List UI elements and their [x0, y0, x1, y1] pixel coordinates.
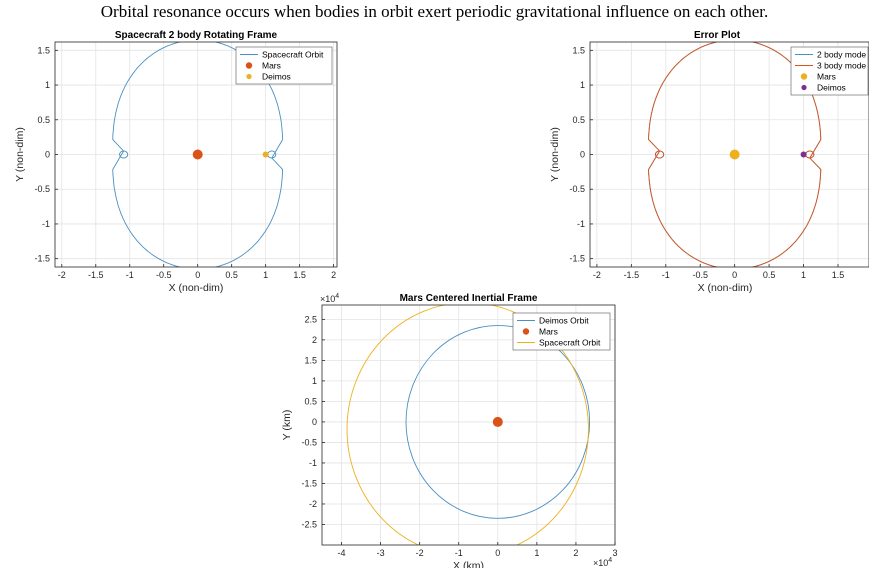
y-axis-label: Y (non-dim) — [14, 127, 26, 182]
series-marker-4 — [800, 151, 807, 158]
x-tick-label: -4 — [338, 548, 346, 558]
x-axis-label: X (non-dim) — [169, 282, 224, 294]
y-tick-label: 1 — [45, 80, 50, 90]
series-line-2 — [648, 42, 822, 267]
y-tick-label: -2 — [309, 499, 317, 509]
legend-label: 3 body mode — [817, 61, 866, 71]
x-tick-label: 2 — [331, 270, 336, 280]
axes-box — [321, 304, 616, 546]
legend-label: Mars — [817, 72, 836, 82]
x-tick-label: -0.5 — [692, 270, 708, 280]
y-tick-label: -1 — [309, 458, 317, 468]
y-exponent-label: ×104 — [320, 293, 339, 304]
x-tick-label: 3 — [612, 548, 617, 558]
legend-marker — [246, 73, 252, 80]
series-circle-1 — [405, 325, 591, 519]
series-marker-3 — [729, 149, 740, 160]
x-tick-label: 0 — [195, 270, 200, 280]
series-circle-3 — [346, 305, 589, 545]
series-line-1 — [112, 42, 284, 267]
y-tick-label: -0.5 — [569, 184, 585, 194]
legend-marker — [245, 62, 253, 69]
y-tick-label: 1 — [580, 80, 585, 90]
chart-title: Mars Centered Inertial Frame — [400, 293, 538, 304]
x-exponent-label: ×104 — [593, 557, 612, 568]
y-tick-label: 1 — [312, 376, 317, 386]
y-tick-label: 0.5 — [37, 115, 50, 125]
legend-label: Deimos — [817, 83, 846, 93]
legend-label: Deimos — [262, 72, 291, 82]
y-tick-label: 0 — [312, 417, 317, 427]
x-tick-label: -1.5 — [624, 270, 640, 280]
chart-1: -2 -1.5 -1 -0.5 0 0.5 1 1.5 2 -1.5 -1 -0.5 0 0.5 1 1.5 X… — [14, 30, 338, 294]
x-tick-label: -2 — [593, 270, 601, 280]
y-tick-label: -1 — [42, 219, 50, 229]
y-tick-label: 2 — [312, 335, 317, 345]
x-tick-label: 0.5 — [763, 270, 776, 280]
y-tick-label: -1 — [577, 219, 585, 229]
x-tick-label: -2 — [416, 548, 424, 558]
y-tick-label: -2.5 — [301, 519, 317, 529]
chart-title: Error Plot — [694, 30, 741, 41]
y-tick-label: 0 — [45, 150, 50, 160]
series-marker-2 — [492, 416, 503, 427]
chart-2: -2 -1.5 -1 -0.5 0 0.5 1 1.5 -1.5 -1 -0.5 0 0.5 1 1.5 X … — [549, 30, 869, 294]
y-tick-label: 0 — [580, 150, 585, 160]
series-marker-2 — [192, 149, 203, 160]
legend-label: Mars — [539, 327, 558, 337]
y-tick-label: 1.5 — [572, 45, 585, 55]
x-tick-label: 1.5 — [293, 270, 306, 280]
x-tick-label: -2 — [58, 270, 66, 280]
x-tick-label: 2 — [573, 548, 578, 558]
y-tick-label: 1.5 — [304, 355, 317, 365]
plot-data — [648, 42, 822, 267]
series-marker-3 — [262, 151, 269, 158]
legend-marker — [801, 84, 807, 91]
figure-caption: Orbital resonance occurs when bodies in … — [100, 2, 769, 21]
x-tick-label: 0 — [495, 548, 500, 558]
legend-label: Deimos Orbit — [539, 316, 589, 326]
x-tick-label: 1 — [534, 548, 539, 558]
x-tick-label: 0.5 — [225, 270, 238, 280]
x-tick-label: -3 — [377, 548, 385, 558]
x-tick-label: -0.5 — [156, 270, 172, 280]
chart-title: Spacecraft 2 body Rotating Frame — [115, 30, 278, 41]
chart-3: -4 -3 -2 -1 0 1 2 3 -2.5 -2 -1.5 -1 -0.5 0 0.5 1 1.5 2 2.5… — [281, 293, 618, 568]
y-axis-label: Y (km) — [281, 410, 293, 441]
legend-label: Spacecraft Orbit — [539, 338, 601, 348]
x-tick-label: -1 — [126, 270, 134, 280]
x-tick-label: 0 — [732, 270, 737, 280]
x-tick-label: -1 — [455, 548, 463, 558]
y-tick-label: 2.5 — [304, 314, 317, 324]
plot-data — [112, 42, 284, 267]
y-tick-label: -1.5 — [569, 254, 585, 264]
x-axis-label: X (non-dim) — [698, 282, 753, 294]
x-tick-label: 1 — [801, 270, 806, 280]
legend-label: Spacecraft Orbit — [262, 50, 324, 60]
y-tick-label: 0.5 — [572, 115, 585, 125]
legend-label: 2 body mode — [817, 50, 866, 60]
y-tick-label: -0.5 — [301, 437, 317, 447]
legend-marker — [800, 73, 808, 80]
y-axis-label: Y (non-dim) — [549, 127, 561, 182]
legend-label: Mars — [262, 61, 281, 71]
x-tick-label: -1 — [662, 270, 670, 280]
y-tick-label: -1.5 — [301, 478, 317, 488]
y-tick-label: 1.5 — [37, 45, 50, 55]
x-axis-label: X (km) — [453, 560, 484, 568]
y-tick-label: -0.5 — [34, 184, 50, 194]
x-tick-label: 1.5 — [832, 270, 845, 280]
y-tick-label: -1.5 — [34, 254, 50, 264]
plot-data — [346, 305, 591, 545]
x-tick-label: -1.5 — [88, 270, 104, 280]
x-tick-label: 1 — [263, 270, 268, 280]
y-tick-label: 0.5 — [304, 396, 317, 406]
legend-marker — [522, 328, 530, 335]
